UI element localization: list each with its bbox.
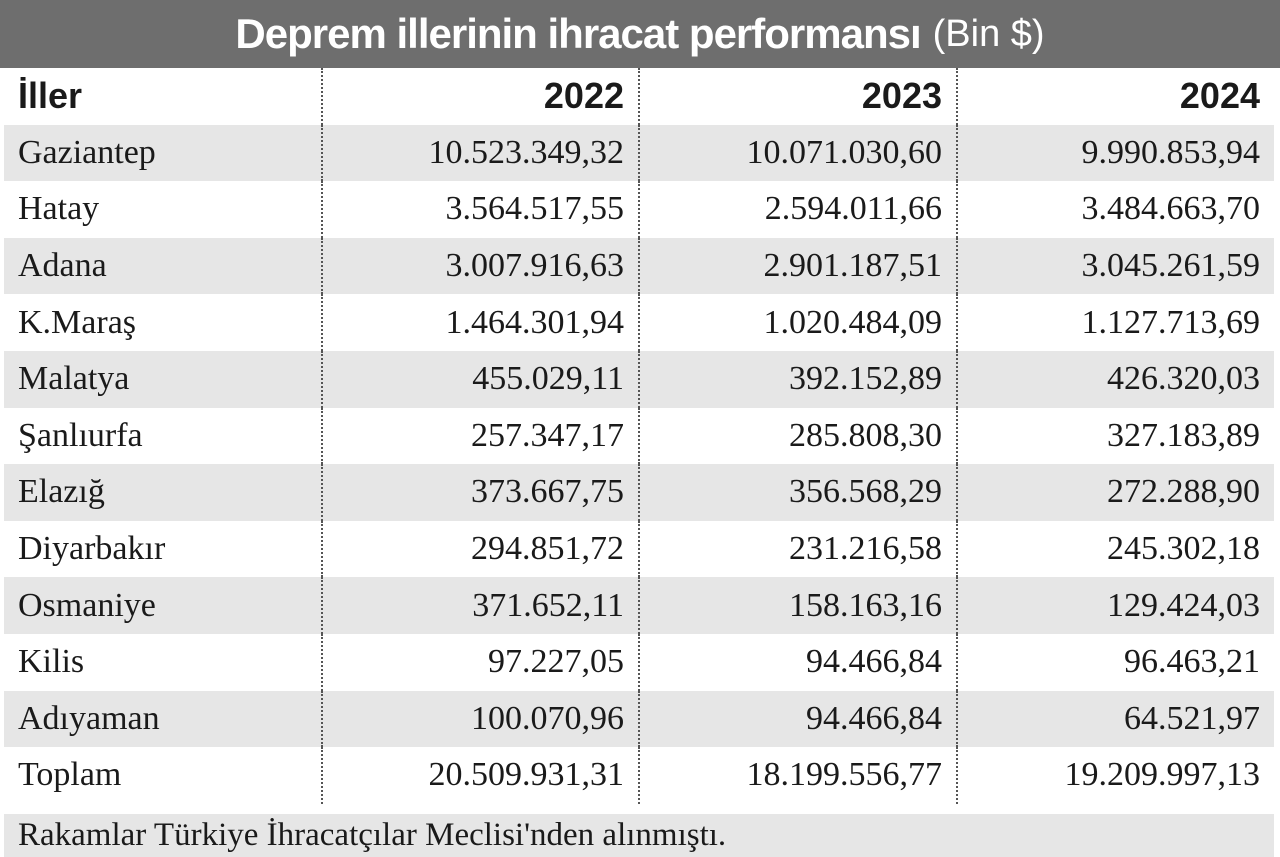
city-cell: Adana [4, 237, 322, 295]
city-cell: Hatay [18, 190, 100, 228]
city-cell: Malatya [4, 350, 322, 408]
value-2023: 356.568,29 [638, 464, 957, 521]
value-2024: 3.045.261,59 [956, 237, 1274, 295]
value-2024: 96.463,21 [956, 633, 1274, 691]
table-row: Malatya 455.029,11 392.152,89 426.320,03 [4, 350, 1274, 408]
value-2023: 10.071.030,60 [638, 124, 957, 182]
value-2024: 1.127.713,69 [956, 294, 1274, 351]
table-row: Adana 3.007.916,63 2.901.187,51 3.045.26… [4, 237, 1274, 295]
table-row: K.Maraş 1.464.301,94 1.020.484,09 1.127.… [4, 294, 1274, 351]
city-cell: Osmaniye [4, 577, 322, 634]
value-2023: 2.594.011,66 [638, 181, 957, 238]
value-2024: 272.288,90 [956, 464, 1274, 521]
value-2024: 9.990.853,94 [956, 124, 1274, 182]
city-cell: Adıyaman [4, 690, 322, 748]
unit-label: (Bin $) [932, 12, 1045, 55]
value-2023: 285.808,30 [638, 407, 957, 465]
city-cell: Diyarbakır [18, 530, 166, 568]
header-row: İller 2022 2023 2024 [4, 68, 1274, 125]
value-2023: 392.152,89 [638, 350, 957, 408]
city-cell: Elazığ [4, 464, 322, 521]
value-2022: 3.007.916,63 [321, 237, 639, 295]
value-2023: 94.466,84 [638, 690, 957, 748]
value-2022: 294.851,72 [321, 520, 639, 578]
value-2022: 10.523.349,32 [321, 124, 639, 182]
table-row: Gaziantep 10.523.349,32 10.071.030,60 9.… [4, 124, 1274, 182]
value-2022: 373.667,75 [321, 464, 639, 521]
value-2023: 94.466,84 [638, 633, 957, 691]
value-2023: 2.901.187,51 [638, 237, 957, 295]
city-cell: K.Maraş [18, 303, 137, 341]
table-row: Osmaniye 371.652,11 158.163,16 129.424,0… [4, 577, 1274, 634]
value-2022: 3.564.517,55 [321, 181, 639, 238]
value-2024: 426.320,03 [956, 350, 1274, 408]
source-note: Rakamlar Türkiye İhracatçılar Meclisi'nd… [4, 814, 1274, 857]
city-cell: Şanlıurfa [18, 416, 143, 454]
value-2022: 100.070,96 [321, 690, 639, 748]
value-2024: 245.302,18 [956, 520, 1274, 578]
value-2024: 64.521,97 [956, 690, 1274, 748]
total-2024: 19.209.997,13 [956, 747, 1274, 804]
value-2023: 158.163,16 [638, 577, 957, 634]
city-cell: Kilis [18, 643, 85, 681]
table-row: Elazığ 373.667,75 356.568,29 272.288,90 [4, 464, 1274, 521]
header-2024: 2024 [956, 68, 1274, 125]
total-2023: 18.199.556,77 [638, 747, 957, 804]
value-2022: 257.347,17 [321, 407, 639, 465]
city-cell: Gaziantep [4, 124, 322, 182]
table-title: Deprem illerinin ihracat performansı [235, 10, 921, 57]
table-row: Hatay 3.564.517,55 2.594.011,66 3.484.66… [4, 181, 1274, 238]
total-2022: 20.509.931,31 [321, 747, 639, 804]
value-2024: 3.484.663,70 [956, 181, 1274, 238]
value-2022: 97.227,05 [321, 633, 639, 691]
value-2023: 1.020.484,09 [638, 294, 957, 351]
total-row: Toplam 20.509.931,31 18.199.556,77 19.20… [4, 747, 1274, 804]
table-row: Şanlıurfa 257.347,17 285.808,30 327.183,… [4, 407, 1274, 465]
value-2022: 371.652,11 [321, 577, 639, 634]
value-2023: 231.216,58 [638, 520, 957, 578]
table-row: Diyarbakır 294.851,72 231.216,58 245.302… [4, 520, 1274, 578]
total-label: Toplam [4, 747, 322, 804]
value-2022: 1.464.301,94 [321, 294, 639, 351]
header-cities: İller [4, 68, 322, 125]
header-2022: 2022 [321, 68, 639, 125]
table-row: Adıyaman 100.070,96 94.466,84 64.521,97 [4, 690, 1274, 748]
header-2023: 2023 [638, 68, 957, 125]
table-row: Kilis 97.227,05 94.466,84 96.463,21 [4, 633, 1274, 691]
value-2024: 129.424,03 [956, 577, 1274, 634]
title-bar: Deprem illerinin ihracat performansı (Bi… [0, 0, 1280, 68]
export-table: İller 2022 2023 2024 Gaziantep 10.523.34… [4, 68, 1274, 804]
value-2022: 455.029,11 [321, 350, 639, 408]
value-2024: 327.183,89 [956, 407, 1274, 465]
